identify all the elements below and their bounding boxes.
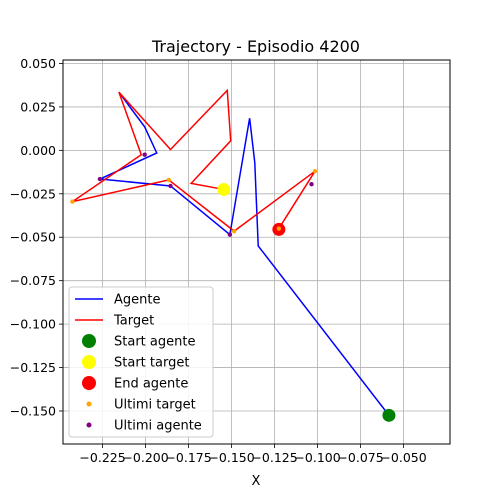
ultimi-agente-point bbox=[97, 176, 103, 182]
x-axis-label: X bbox=[252, 474, 261, 489]
y-tick-label: 0.050 bbox=[20, 56, 56, 71]
ultimi-target-point bbox=[276, 226, 282, 231]
y-axis-ticks: 0.050 0.025 0.000 −0.025 −0.050 −0.075 −0.100 −… bbox=[10, 56, 63, 418]
x-tick-label: −0.225 bbox=[79, 450, 125, 465]
ultimi-target-legend-swatch bbox=[86, 401, 92, 407]
x-tick-label: −0.125 bbox=[251, 450, 297, 465]
y-tick-label: 0.025 bbox=[20, 99, 56, 114]
start-target-legend-swatch bbox=[82, 355, 96, 369]
end-agente-legend-swatch bbox=[82, 376, 96, 390]
x-tick-label: −0.075 bbox=[337, 450, 383, 465]
y-tick-label: −0.125 bbox=[10, 360, 56, 375]
ultimi-agente-point bbox=[168, 183, 173, 189]
x-tick-label: −0.200 bbox=[122, 450, 168, 465]
ultimi-agente-legend-swatch bbox=[86, 422, 92, 428]
ultimi-target-point bbox=[231, 228, 237, 234]
ultimi-agente-point bbox=[227, 232, 233, 237]
y-tick-label: −0.150 bbox=[10, 403, 56, 418]
legend-label: Start target bbox=[114, 356, 189, 371]
start-target-point bbox=[217, 182, 231, 196]
legend-label: Agente bbox=[114, 293, 160, 308]
ultimi-target-point bbox=[312, 169, 318, 174]
y-tick-label: −0.050 bbox=[10, 230, 56, 245]
target-line bbox=[72, 88, 316, 233]
legend-box bbox=[68, 286, 214, 438]
ultimi-agente-point bbox=[142, 152, 147, 157]
legend-label: Ultimi agente bbox=[114, 419, 202, 434]
y-tick-label: −0.075 bbox=[10, 273, 56, 288]
start-agente-point bbox=[382, 408, 396, 422]
agente-line bbox=[97, 91, 390, 416]
legend-label: Ultimi target bbox=[114, 398, 196, 413]
x-tick-label: −0.100 bbox=[294, 450, 340, 465]
legend-label: Target bbox=[113, 314, 154, 329]
legend-label: Start agente bbox=[114, 335, 195, 350]
x-tick-label: −0.050 bbox=[380, 450, 426, 465]
y-tick-label: −0.025 bbox=[10, 186, 56, 201]
x-tick-label: −0.175 bbox=[165, 450, 211, 465]
x-axis-ticks: −0.225−0.200−0.175−0.150−0.125−0.100−0.0… bbox=[79, 444, 427, 465]
x-tick-label: −0.150 bbox=[208, 450, 254, 465]
ultimi-agente-point bbox=[309, 182, 314, 187]
ultimi-target-point bbox=[166, 177, 171, 183]
start-agente-legend-swatch bbox=[82, 334, 96, 348]
legend: Agente Target Start agente Start target End … bbox=[68, 286, 214, 438]
y-tick-label: 0.000 bbox=[20, 143, 56, 158]
plot-frame bbox=[62, 59, 451, 445]
ultimi-target-point bbox=[70, 199, 75, 204]
y-tick-label: −0.100 bbox=[10, 317, 56, 332]
grid bbox=[63, 60, 450, 444]
chart-title: Trajectory - Episodio 4200 bbox=[151, 37, 360, 56]
legend-label: End agente bbox=[114, 377, 188, 392]
series-layer bbox=[70, 88, 396, 422]
